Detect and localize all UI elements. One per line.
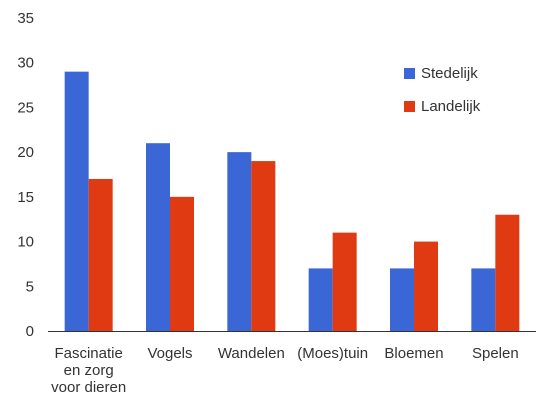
y-tick-label: 5 xyxy=(26,278,34,295)
legend-label-landelijk: Landelijk xyxy=(421,98,481,115)
x-category-label: (Moes)tuin xyxy=(297,345,368,362)
y-tick-label: 35 xyxy=(17,10,34,27)
bar-landelijk-2 xyxy=(251,161,276,331)
x-axis-labels: Fascinatie en zorg voor dieren Vogels Wandel… xyxy=(51,345,519,396)
y-tick-label: 30 xyxy=(17,55,34,72)
bars xyxy=(64,71,520,332)
y-tick-label: 25 xyxy=(17,99,34,116)
y-tick-label: 0 xyxy=(26,323,34,340)
x-category-label: Spelen xyxy=(472,345,519,362)
y-tick-label: 10 xyxy=(17,234,34,251)
bar-stedelijk-0 xyxy=(64,71,89,332)
legend-swatch-stedelijk xyxy=(404,68,415,79)
y-tick-label: 20 xyxy=(17,144,34,161)
x-category-label-line: voor dieren xyxy=(51,379,126,396)
x-category-label: Wandelen xyxy=(218,345,285,362)
bar-stedelijk-1 xyxy=(146,143,170,331)
legend-swatch-landelijk xyxy=(404,101,415,112)
x-category-label-line: en zorg xyxy=(64,362,114,379)
bar-landelijk-0 xyxy=(88,178,113,331)
x-category-label: Bloemen xyxy=(384,345,443,362)
x-category-label: Fascinatie en zorg voor dieren xyxy=(51,345,126,396)
bar-stedelijk-3 xyxy=(308,268,333,331)
bar-landelijk-1 xyxy=(170,196,194,331)
bar-landelijk-5 xyxy=(495,214,520,331)
bar-stedelijk-4 xyxy=(390,268,414,331)
x-category-label-line: Fascinatie xyxy=(54,345,122,362)
legend: Stedelijk Landelijk xyxy=(404,65,481,115)
bar-landelijk-4 xyxy=(414,241,438,331)
legend-label-stedelijk: Stedelijk xyxy=(421,65,478,82)
y-tick-label: 15 xyxy=(17,189,34,206)
x-category-label-line: Spelen xyxy=(472,345,519,362)
bar-stedelijk-5 xyxy=(471,268,496,331)
x-category-label-line: Vogels xyxy=(147,345,192,362)
x-category-label-line: Bloemen xyxy=(384,345,443,362)
y-axis: 0 5 10 15 20 25 30 35 xyxy=(17,10,34,340)
bar-stedelijk-2 xyxy=(227,152,252,331)
bar-landelijk-3 xyxy=(332,232,357,331)
x-category-label-line: Wandelen xyxy=(218,345,285,362)
x-category-label-line: (Moes)tuin xyxy=(297,345,368,362)
x-category-label: Vogels xyxy=(147,345,192,362)
